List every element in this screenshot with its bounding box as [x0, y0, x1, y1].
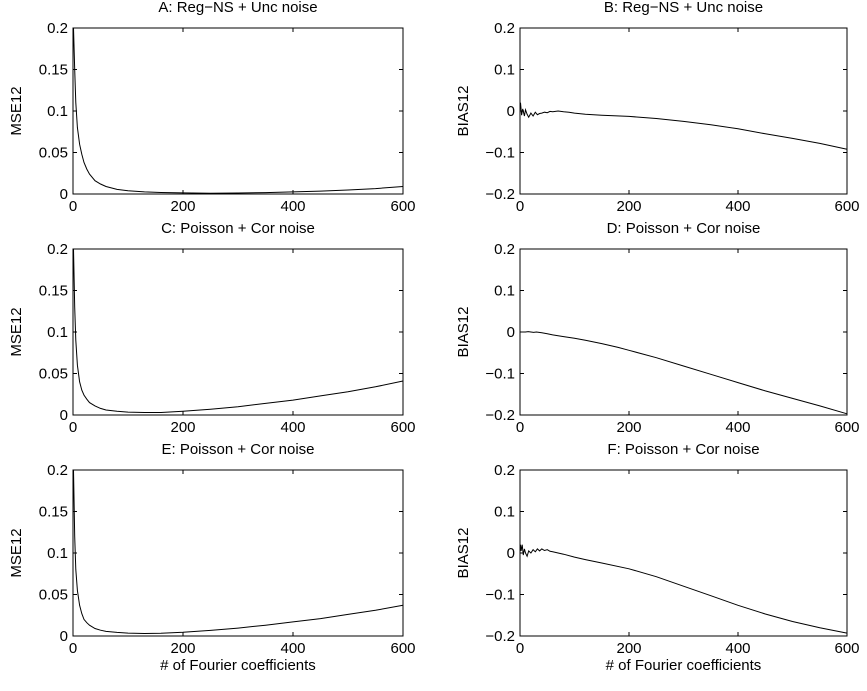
chart-title: F: Poisson + Cor noise [607, 441, 759, 458]
x-axis-label: # of Fourier coefficients [606, 657, 762, 674]
y-tick-label: 0 [60, 628, 68, 645]
x-tick-label: 200 [616, 419, 641, 436]
x-tick-label: 200 [170, 419, 195, 436]
x-tick-label: 0 [516, 640, 524, 657]
x-tick-label: 200 [616, 640, 641, 657]
series-line-1 [520, 331, 848, 415]
y-axis-label: BIAS12 [455, 86, 472, 137]
axes-box [72, 248, 404, 416]
y-tick-label: 0 [507, 324, 515, 341]
y-tick-label: 0.2 [47, 241, 68, 258]
x-tick-label: 0 [69, 640, 77, 657]
y-tick-label: 0.15 [39, 62, 68, 79]
y-axis-label: BIAS12 [455, 307, 472, 358]
y-tick-label: 0.1 [494, 283, 515, 300]
y-axis-label: BIAS12 [455, 528, 472, 579]
x-tick-label: 200 [616, 198, 641, 215]
y-tick-label: 0 [507, 103, 515, 120]
y-axis-label: MSE12 [8, 86, 25, 135]
series-line-1 [520, 102, 848, 150]
x-tick-label: 600 [390, 640, 415, 657]
x-tick-label: 0 [69, 198, 77, 215]
chart-title: A: Reg−NS + Unc noise [158, 0, 317, 16]
y-tick-label: 0.2 [494, 241, 515, 258]
panel-6: 0 200 400 600 −0.2 −0.1 0 0.1 0.2 F: Poisson + Co… [455, 441, 860, 674]
x-tick-label: 400 [280, 198, 305, 215]
y-tick-label: −0.1 [485, 366, 515, 383]
y-tick-label: 0.05 [39, 587, 68, 604]
chart-title: D: Poisson + Cor noise [607, 220, 761, 237]
y-tick-label: 0 [60, 186, 68, 203]
x-tick-label: 200 [170, 198, 195, 215]
y-tick-label: 0.1 [47, 545, 68, 562]
y-tick-label: 0.2 [494, 462, 515, 479]
y-tick-label: −0.2 [485, 186, 515, 203]
x-tick-label: 600 [834, 640, 859, 657]
y-axis-label: MSE12 [8, 307, 25, 356]
x-axis-label: # of Fourier coefficients [160, 657, 316, 674]
y-tick-label: 0.1 [494, 504, 515, 521]
series-line-1 [73, 248, 404, 413]
panel-1: 0 200 400 600 0 0.05 0.1 0.15 0.2 A: Reg−NS + Unc… [8, 0, 416, 215]
y-tick-label: −0.2 [485, 407, 515, 424]
y-axis-label: MSE12 [8, 528, 25, 577]
chart-title: E: Poisson + Cor noise [162, 441, 315, 458]
axes-box [72, 27, 404, 195]
y-tick-label: 0.15 [39, 283, 68, 300]
y-tick-label: −0.2 [485, 628, 515, 645]
panel-5: 0 200 400 600 0 0.05 0.1 0.15 0.2 E: Poisson + Co… [8, 441, 416, 674]
y-tick-label: 0.1 [494, 62, 515, 79]
series-line-1 [73, 469, 404, 635]
axes-box [519, 248, 848, 416]
x-tick-label: 600 [390, 419, 415, 436]
x-tick-label: 400 [280, 640, 305, 657]
axes-box [519, 27, 848, 195]
y-tick-label: 0.2 [47, 462, 68, 479]
y-tick-label: 0 [507, 545, 515, 562]
x-tick-label: 0 [516, 198, 524, 215]
y-tick-label: 0.1 [47, 103, 68, 120]
x-tick-label: 400 [280, 419, 305, 436]
chart-title: B: Reg−NS + Unc noise [604, 0, 763, 16]
axes-box [72, 469, 404, 637]
y-tick-label: 0.2 [494, 20, 515, 37]
series-line-1 [73, 27, 404, 194]
x-tick-label: 400 [725, 419, 750, 436]
y-tick-label: −0.1 [485, 145, 515, 162]
y-tick-label: 0.15 [39, 504, 68, 521]
x-tick-label: 600 [834, 198, 859, 215]
y-tick-label: 0.05 [39, 366, 68, 383]
y-tick-label: 0.2 [47, 20, 68, 37]
x-tick-label: 200 [170, 640, 195, 657]
y-tick-label: −0.1 [485, 587, 515, 604]
x-tick-label: 600 [390, 198, 415, 215]
x-tick-label: 400 [725, 640, 750, 657]
axes-box [519, 469, 848, 637]
y-tick-label: 0.1 [47, 324, 68, 341]
x-tick-label: 0 [69, 419, 77, 436]
series-line-1 [520, 544, 848, 634]
panel-4: 0 200 400 600 −0.2 −0.1 0 0.1 0.2 D: Poisson + Co… [455, 220, 860, 436]
y-tick-label: 0.05 [39, 145, 68, 162]
chart-title: C: Poisson + Cor noise [161, 220, 315, 237]
y-tick-label: 0 [60, 407, 68, 424]
panel-3: 0 200 400 600 0 0.05 0.1 0.15 0.2 C: Poisson + Co… [8, 220, 416, 436]
x-tick-label: 0 [516, 419, 524, 436]
panel-2: 0 200 400 600 −0.2 −0.1 0 0.1 0.2 B: Reg−NS + Unc… [455, 0, 860, 215]
x-tick-label: 600 [834, 419, 859, 436]
x-tick-label: 400 [725, 198, 750, 215]
